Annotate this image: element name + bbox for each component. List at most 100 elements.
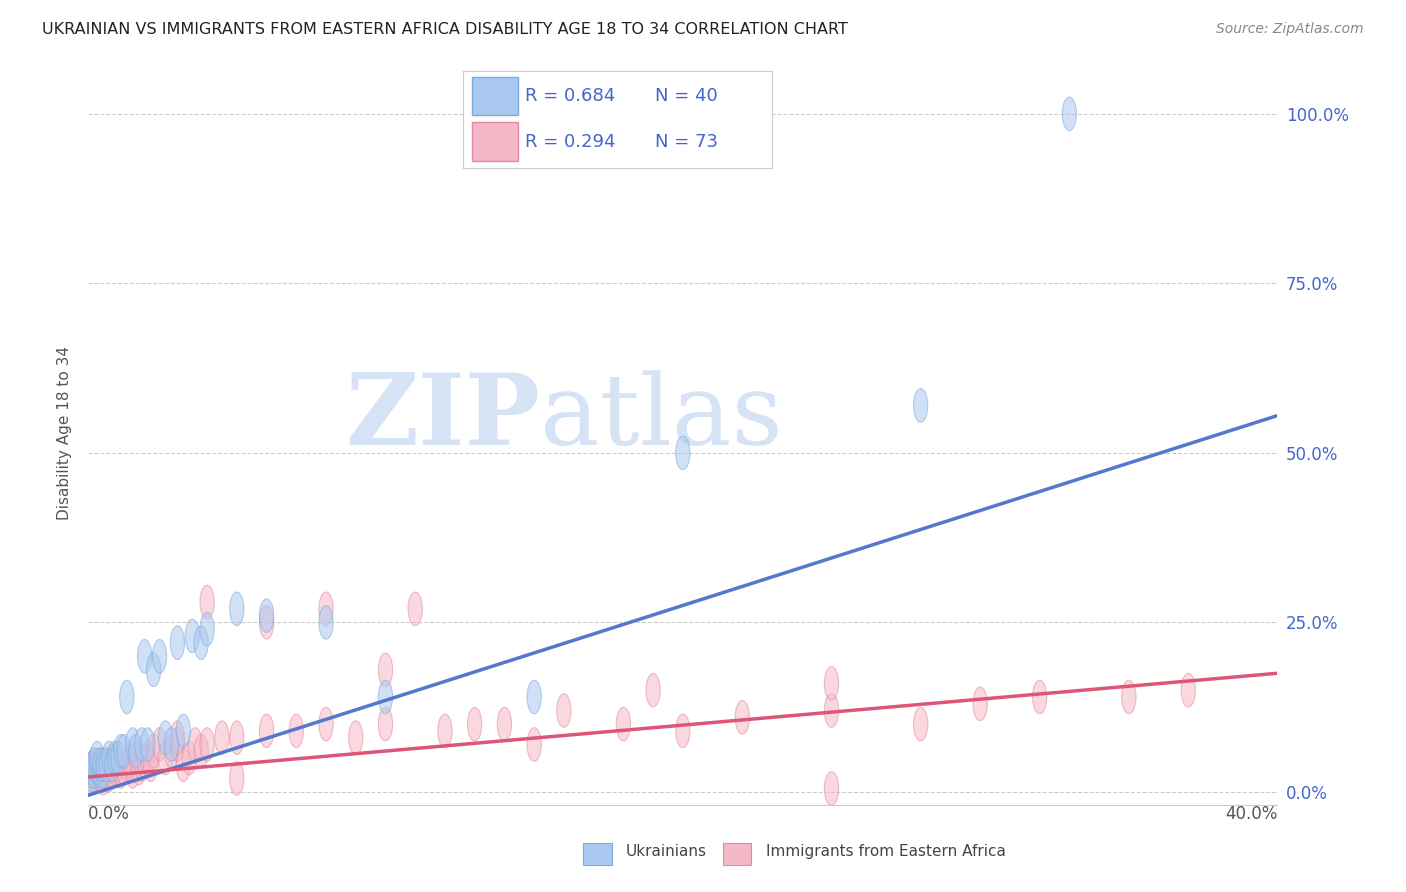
Ellipse shape	[90, 751, 104, 785]
Ellipse shape	[120, 681, 134, 714]
Text: atlas: atlas	[540, 369, 783, 466]
Ellipse shape	[973, 687, 987, 721]
Ellipse shape	[229, 592, 245, 625]
Ellipse shape	[120, 748, 134, 781]
Ellipse shape	[90, 755, 104, 789]
Ellipse shape	[159, 721, 173, 755]
Ellipse shape	[200, 585, 214, 619]
Ellipse shape	[319, 606, 333, 640]
Ellipse shape	[141, 741, 155, 775]
Ellipse shape	[319, 707, 333, 741]
Ellipse shape	[128, 734, 143, 768]
Ellipse shape	[108, 748, 122, 781]
Ellipse shape	[914, 389, 928, 422]
Ellipse shape	[93, 748, 107, 781]
Ellipse shape	[90, 741, 104, 775]
Ellipse shape	[194, 626, 208, 659]
Ellipse shape	[141, 728, 155, 761]
Ellipse shape	[101, 741, 117, 775]
Ellipse shape	[96, 751, 110, 785]
Ellipse shape	[108, 751, 122, 785]
Ellipse shape	[96, 755, 110, 789]
Ellipse shape	[146, 734, 160, 768]
Ellipse shape	[138, 640, 152, 673]
Ellipse shape	[128, 741, 143, 775]
Ellipse shape	[186, 619, 200, 653]
Ellipse shape	[200, 613, 214, 646]
Ellipse shape	[914, 707, 928, 741]
Ellipse shape	[194, 734, 208, 768]
Ellipse shape	[105, 755, 120, 789]
Ellipse shape	[319, 592, 333, 625]
Ellipse shape	[111, 741, 125, 775]
Ellipse shape	[527, 681, 541, 714]
Text: Source: ZipAtlas.com: Source: ZipAtlas.com	[1216, 22, 1364, 37]
FancyBboxPatch shape	[723, 843, 751, 865]
Ellipse shape	[125, 755, 139, 789]
Ellipse shape	[152, 728, 167, 761]
Ellipse shape	[87, 755, 101, 789]
Ellipse shape	[87, 755, 101, 789]
Ellipse shape	[84, 758, 98, 792]
Ellipse shape	[170, 728, 184, 761]
Text: 40.0%: 40.0%	[1225, 805, 1278, 823]
Ellipse shape	[114, 755, 128, 789]
Ellipse shape	[437, 714, 453, 747]
Ellipse shape	[349, 721, 363, 755]
Ellipse shape	[260, 599, 274, 632]
Ellipse shape	[188, 728, 202, 761]
Ellipse shape	[132, 751, 146, 785]
Ellipse shape	[87, 748, 101, 781]
Ellipse shape	[143, 748, 157, 781]
Ellipse shape	[108, 741, 122, 775]
Ellipse shape	[170, 721, 184, 755]
Ellipse shape	[408, 592, 422, 625]
Ellipse shape	[824, 772, 838, 805]
Ellipse shape	[135, 748, 149, 781]
Ellipse shape	[170, 626, 184, 659]
Ellipse shape	[93, 748, 107, 781]
Ellipse shape	[122, 745, 136, 778]
Ellipse shape	[111, 748, 125, 781]
Ellipse shape	[229, 721, 245, 755]
Ellipse shape	[98, 748, 112, 781]
Ellipse shape	[468, 707, 482, 741]
Ellipse shape	[87, 748, 101, 781]
Ellipse shape	[215, 721, 229, 755]
Ellipse shape	[676, 436, 690, 470]
Text: 0.0%: 0.0%	[89, 805, 129, 823]
Ellipse shape	[159, 741, 173, 775]
Ellipse shape	[84, 762, 98, 795]
Ellipse shape	[735, 700, 749, 734]
Ellipse shape	[101, 758, 117, 792]
Ellipse shape	[135, 728, 149, 761]
Ellipse shape	[200, 728, 214, 761]
Ellipse shape	[84, 755, 98, 789]
Ellipse shape	[378, 707, 392, 741]
Ellipse shape	[1032, 681, 1046, 714]
Ellipse shape	[93, 758, 107, 792]
Ellipse shape	[93, 755, 107, 789]
Ellipse shape	[616, 707, 630, 741]
Ellipse shape	[114, 734, 128, 768]
Ellipse shape	[96, 748, 110, 781]
Ellipse shape	[176, 714, 190, 747]
Ellipse shape	[152, 640, 167, 673]
Ellipse shape	[90, 751, 104, 785]
Ellipse shape	[117, 751, 131, 785]
Ellipse shape	[1181, 673, 1195, 707]
Ellipse shape	[229, 762, 245, 795]
Ellipse shape	[290, 714, 304, 747]
Ellipse shape	[125, 728, 139, 761]
Ellipse shape	[87, 758, 101, 792]
Y-axis label: Disability Age 18 to 34: Disability Age 18 to 34	[58, 345, 72, 519]
Ellipse shape	[824, 694, 838, 727]
Ellipse shape	[165, 734, 179, 768]
Text: Ukrainians: Ukrainians	[626, 845, 707, 859]
Ellipse shape	[378, 681, 392, 714]
Ellipse shape	[557, 694, 571, 727]
Ellipse shape	[146, 653, 160, 687]
Ellipse shape	[105, 745, 120, 778]
Ellipse shape	[101, 748, 117, 781]
Ellipse shape	[90, 748, 104, 781]
